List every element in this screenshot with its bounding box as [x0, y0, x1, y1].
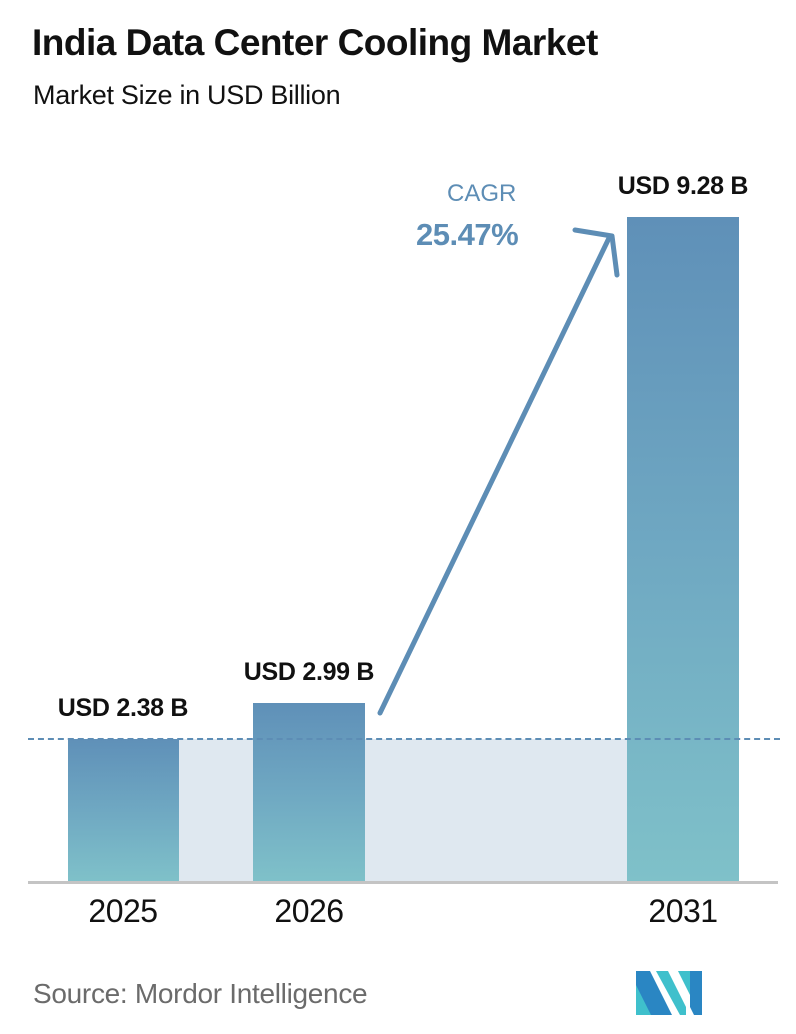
- value-label-2026: USD 2.99 B: [243, 658, 375, 686]
- bar-2025: [68, 739, 179, 882]
- chart-title: India Data Center Cooling Market: [32, 22, 598, 63]
- source-text: Source: Mordor Intelligence: [33, 978, 368, 1009]
- x-axis-baseline: [28, 881, 778, 884]
- value-label-2031: USD 9.28 B: [617, 172, 749, 200]
- mordor-intelligence-logo-icon: [636, 971, 702, 1015]
- value-label-2025: USD 2.38 B: [57, 694, 189, 722]
- x-tick-2025: 2025: [88, 893, 158, 929]
- bar-2031: [627, 217, 739, 882]
- chart-subtitle: Market Size in USD Billion: [33, 80, 341, 110]
- cagr-value: 25.47%: [416, 217, 519, 252]
- cagr-label: CAGR: [447, 180, 517, 207]
- bar-2026: [253, 703, 365, 882]
- reference-dashed-line: [28, 738, 780, 740]
- x-tick-2031: 2031: [648, 893, 718, 929]
- x-tick-2026: 2026: [274, 893, 344, 929]
